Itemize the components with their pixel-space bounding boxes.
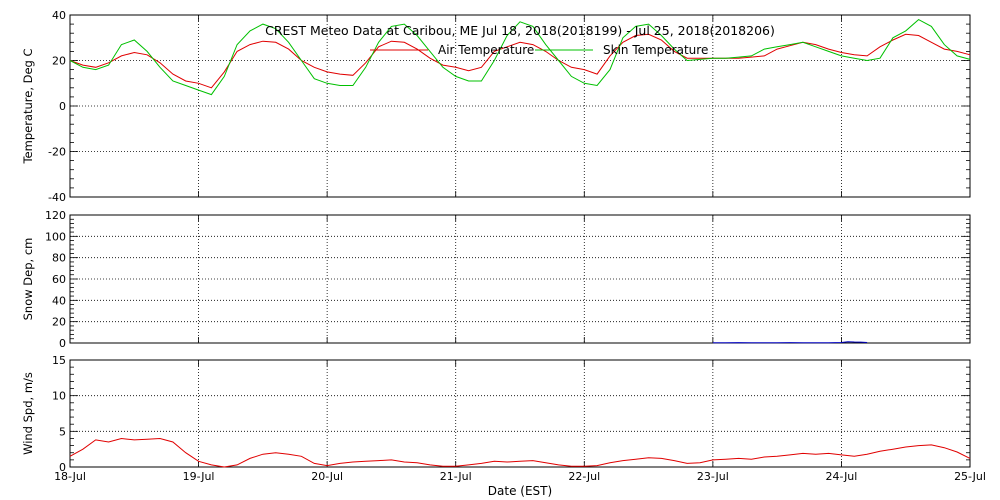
- y-tick-label: 80: [52, 252, 66, 265]
- plot-frame: [69, 214, 971, 344]
- y-axis-label: Wind Spd, m/s: [21, 372, 35, 455]
- chart-title: CREST Meteo Data at Caribou, ME Jul 18, …: [265, 23, 775, 38]
- y-tick-label: 0: [59, 337, 66, 350]
- series-line-3-1: [69, 437, 971, 468]
- y-tick-label: 120: [45, 209, 66, 222]
- legend-air-label: Air Temperature: [438, 43, 534, 57]
- y-tick-label: 5: [59, 425, 66, 438]
- x-axis-label: Date (EST): [488, 484, 552, 498]
- plot-frame: [69, 14, 971, 198]
- y-tick-label: 60: [52, 273, 66, 286]
- y-tick-label: 40: [52, 9, 66, 22]
- y-tick-label: -40: [48, 191, 66, 204]
- panel-3: 0 5 10 15 Wind Spd, m/s 18-Jul 19-Jul 20-Jul 21-…: [21, 354, 986, 483]
- series-line-1-1: [69, 33, 971, 89]
- x-tick-label: 25-Jul: [954, 470, 986, 483]
- series-line-1-2: [69, 18, 971, 96]
- y-tick-label: 0: [59, 461, 66, 474]
- x-tick-label: 24-Jul: [825, 470, 857, 483]
- y-tick-label: 0: [59, 100, 66, 113]
- plot-frame: [69, 359, 971, 468]
- x-tick-label: 21-Jul: [440, 470, 472, 483]
- y-tick-label: 40: [52, 294, 66, 307]
- x-tick-label: 22-Jul: [568, 470, 600, 483]
- y-axis-label: Snow Dep, cm: [21, 238, 35, 321]
- legend: Air Temperature Skin Temperature: [370, 43, 708, 57]
- panel-1: -40 -20 0 20 40 Temperature, Deg C: [21, 9, 971, 204]
- y-tick-label: -20: [48, 146, 66, 159]
- y-tick-label: 20: [52, 316, 66, 329]
- x-tick-label: 23-Jul: [697, 470, 729, 483]
- y-tick-label: 100: [45, 230, 66, 243]
- y-tick-label: 10: [52, 390, 66, 403]
- y-tick-label: 20: [52, 55, 66, 68]
- x-tick-label: 20-Jul: [311, 470, 343, 483]
- y-axis-label: Temperature, Deg C: [21, 48, 35, 164]
- chart-panels: -40 -20 0 20 40 Temperature, Deg C 0 20 40 60 80 10…: [21, 9, 986, 483]
- legend-skin-label: Skin Temperature: [603, 43, 708, 57]
- x-tick-label: 18-Jul: [54, 470, 86, 483]
- panel-2: 0 20 40 60 80 100 120 Snow Dep, cm: [21, 209, 971, 350]
- series-line-2-1: [712, 341, 868, 344]
- x-tick-label: 19-Jul: [183, 470, 215, 483]
- y-tick-label: 15: [52, 354, 66, 367]
